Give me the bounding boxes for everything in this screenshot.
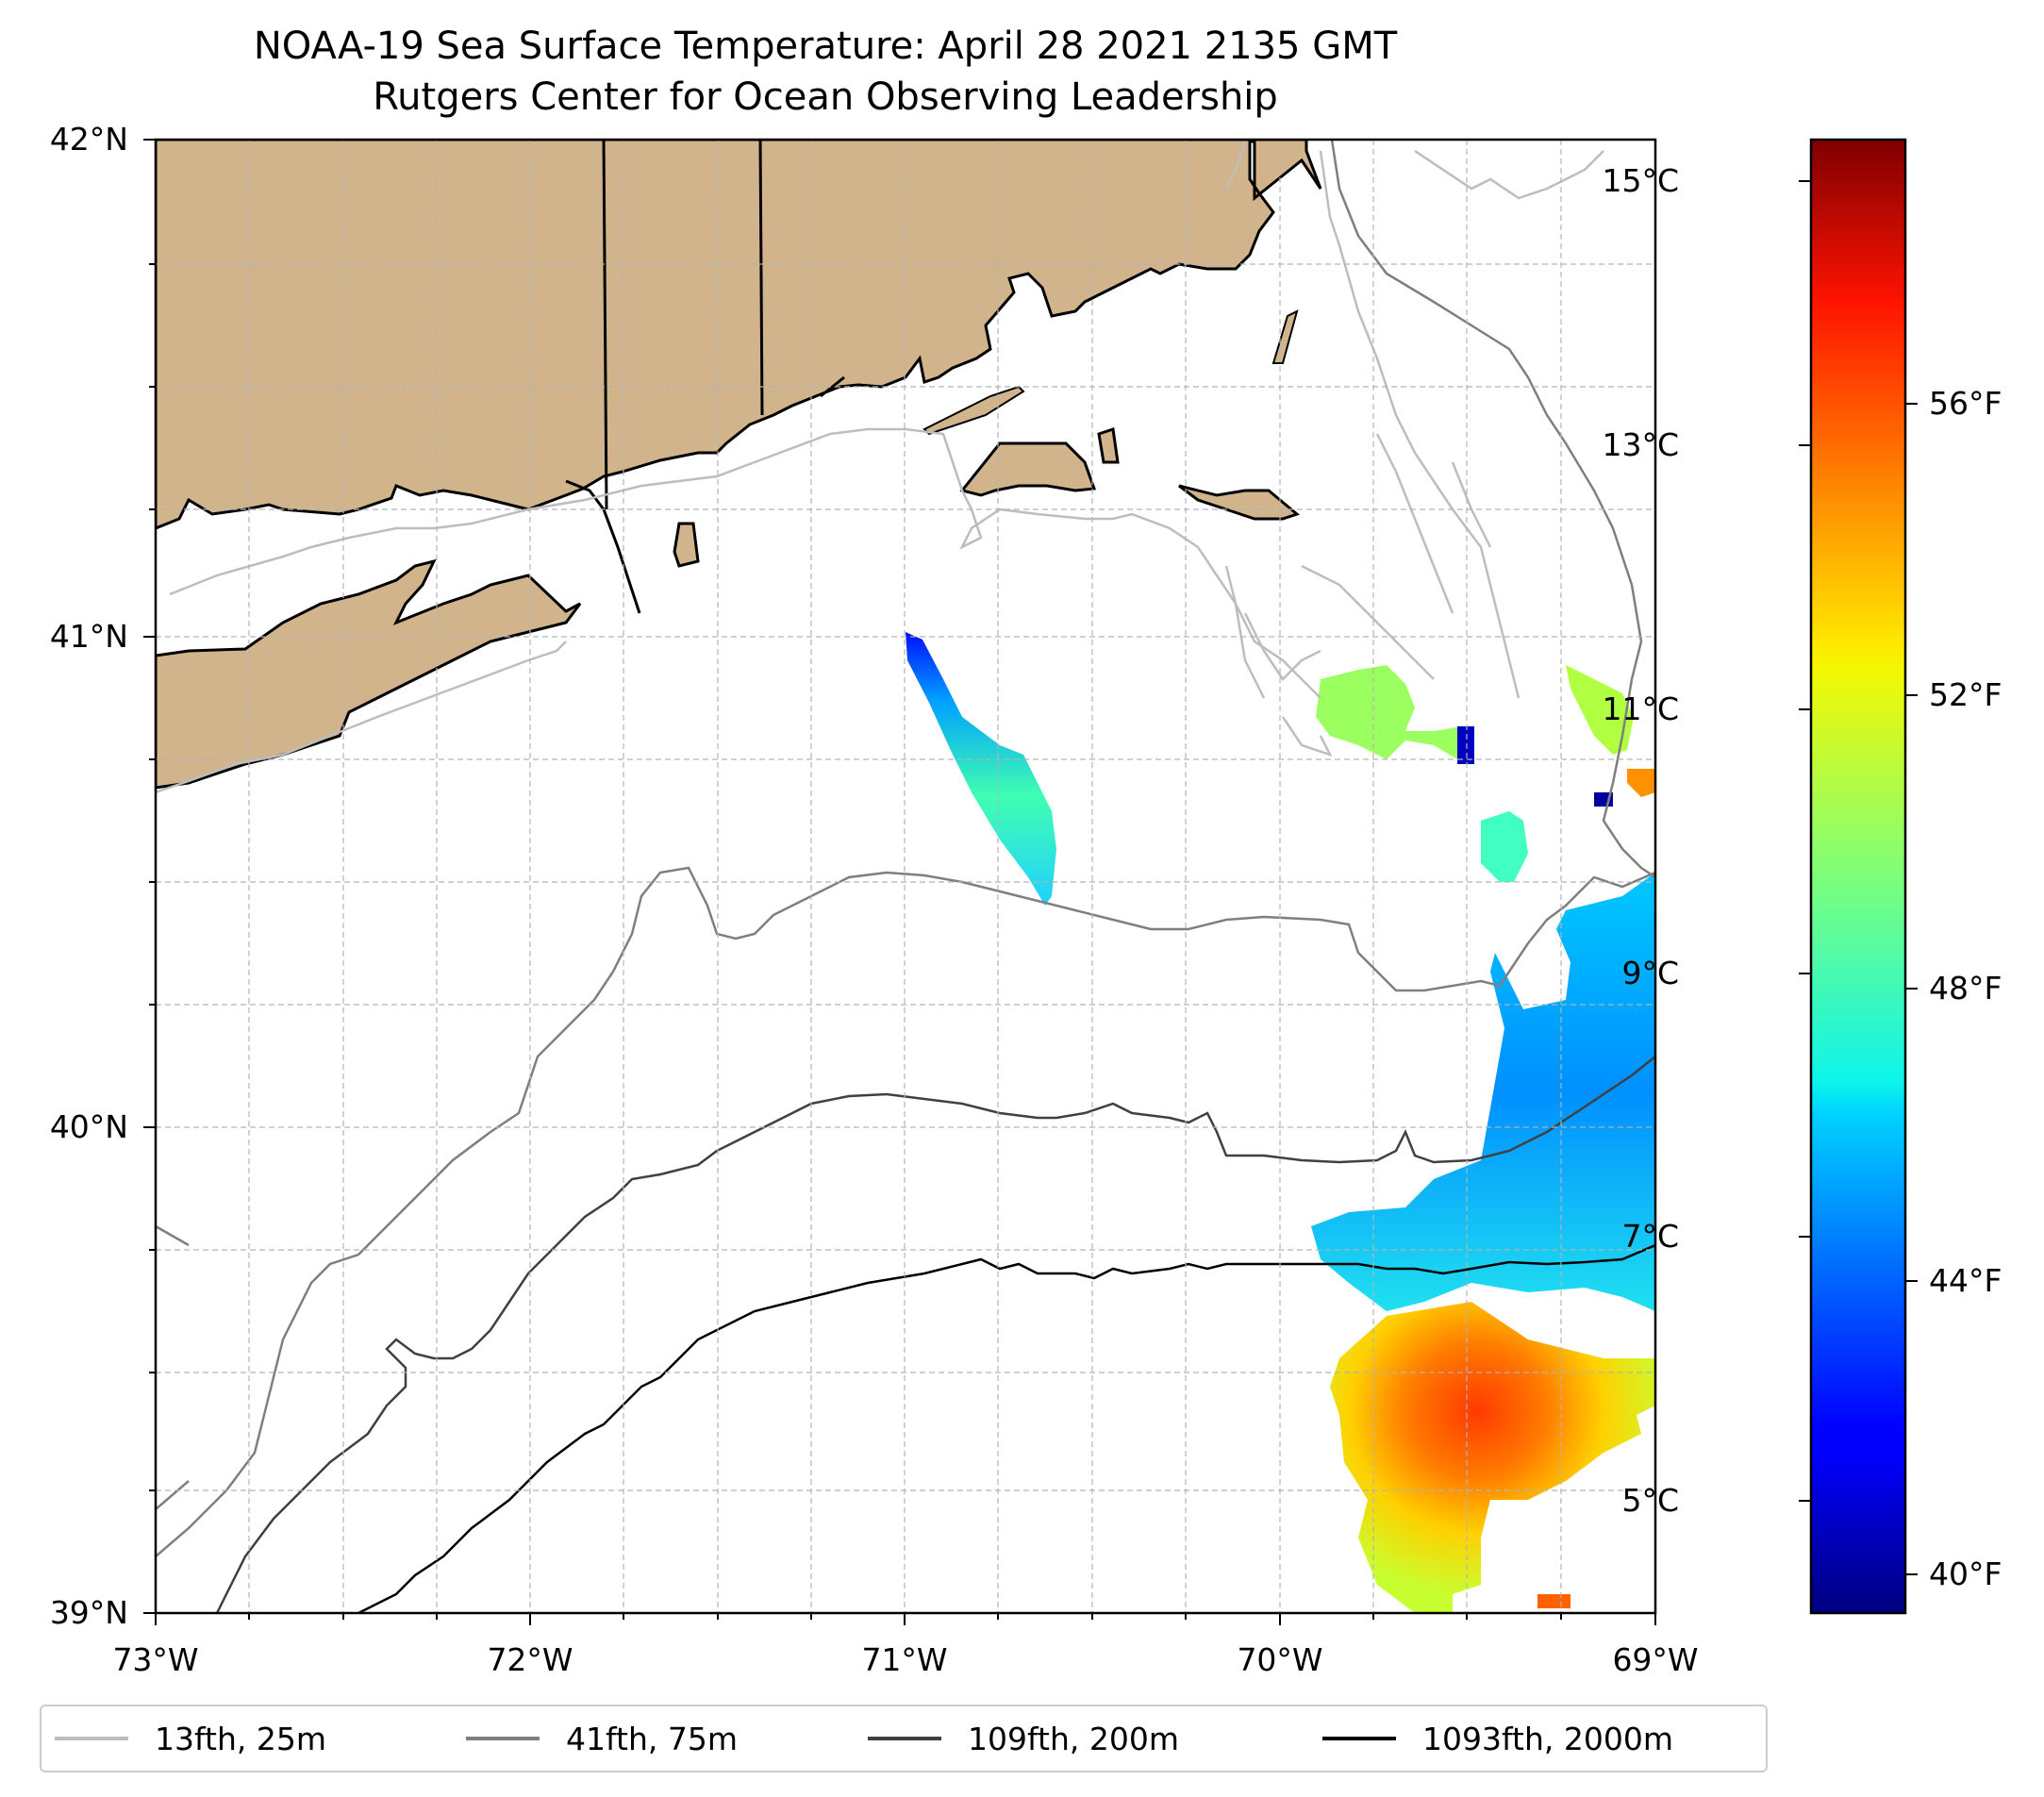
land xyxy=(156,140,1322,790)
legend-label-25m: 13fth, 25m xyxy=(155,1720,326,1757)
land-chappaquiddick xyxy=(1097,427,1120,464)
legend-swatch-2000m xyxy=(1322,1737,1396,1740)
legend-swatch-25m xyxy=(55,1737,128,1740)
map-layers xyxy=(156,140,1655,1613)
legend-item-75m: 41fth, 75m xyxy=(466,1706,738,1771)
colorbar-label-7c: 7°C xyxy=(1621,1218,1679,1255)
colorbar-label-5c: 5°C xyxy=(1621,1482,1679,1519)
legend-label-2000m: 1093fth, 2000m xyxy=(1422,1720,1673,1757)
land-elizabeth-islands xyxy=(922,385,1025,436)
map-ticks xyxy=(143,139,1656,1625)
sst-patch-small-2 xyxy=(1566,665,1634,755)
legend-label-200m: 109fth, 200m xyxy=(968,1720,1179,1757)
sst-patch-small-1 xyxy=(1481,811,1528,882)
lon-label-73: 73°W xyxy=(112,1641,199,1678)
state-borders xyxy=(565,140,845,614)
bathy-75m xyxy=(156,140,1655,1557)
map-subtitle: Rutgers Center for Ocean Observing Leade… xyxy=(373,75,1278,119)
lat-label-41: 41°N xyxy=(49,618,128,655)
colorbar-ticks xyxy=(1799,180,1918,1575)
legend-swatch-75m xyxy=(466,1737,540,1740)
sst-data xyxy=(906,632,1655,1613)
land-monomoy xyxy=(1271,309,1299,364)
colorbar-label-13c: 13°C xyxy=(1602,426,1679,463)
sst-patch-small-3 xyxy=(1627,769,1655,797)
land-new-england xyxy=(156,140,1322,530)
land-long-island xyxy=(156,558,582,790)
lon-label-71: 71°W xyxy=(861,1641,948,1678)
map-title: NOAA-19 Sea Surface Temperature: April 2… xyxy=(253,25,1398,68)
legend-item-2000m: 1093fth, 2000m xyxy=(1322,1706,1673,1771)
legend-item-25m: 13fth, 25m xyxy=(55,1706,326,1771)
legend-swatch-200m xyxy=(868,1737,941,1740)
colorbar-label-48f: 48°F xyxy=(1929,970,2002,1007)
colorbar-label-11c: 11°C xyxy=(1602,691,1679,727)
lon-label-70: 70°W xyxy=(1237,1641,1323,1678)
sst-patch-eastern-cool xyxy=(1311,873,1655,1311)
gridlines xyxy=(156,140,1655,1613)
bathy-25m xyxy=(156,141,1604,794)
legend-item-200m: 109fth, 200m xyxy=(868,1706,1179,1771)
sst-patch-south-warm xyxy=(1330,1302,1655,1613)
colorbar-label-9c: 9°C xyxy=(1621,955,1679,991)
lat-label-39: 39°N xyxy=(49,1594,128,1631)
lon-label-69: 69°W xyxy=(1612,1641,1699,1678)
bathy-2000m xyxy=(357,1243,1655,1613)
colorbar-label-56f: 56°F xyxy=(1929,385,2002,422)
colorbar-label-40f: 40°F xyxy=(1929,1556,2002,1592)
lat-label-42: 42°N xyxy=(49,121,128,158)
sst-patch-shoals-edge xyxy=(1457,726,1474,764)
sst-patch-filament xyxy=(906,632,1056,906)
isobath-legend: 13fth, 25m 41fth, 75m 109fth, 200m 1093f… xyxy=(40,1705,1768,1772)
colorbar-label-52f: 52°F xyxy=(1929,676,2002,713)
sst-patch-shoals xyxy=(1316,665,1471,759)
legend-label-75m: 41fth, 75m xyxy=(566,1720,738,1757)
lat-label-40: 40°N xyxy=(49,1108,128,1145)
land-martha-vineyard xyxy=(959,441,1097,497)
colorbar-label-15c: 15°C xyxy=(1602,162,1679,199)
land-block-island xyxy=(673,522,700,568)
colorbar xyxy=(1809,138,1907,1615)
colorbar-label-44f: 44°F xyxy=(1929,1262,2002,1299)
lon-label-72: 72°W xyxy=(487,1641,573,1678)
sst-patch-small-5 xyxy=(1537,1594,1570,1608)
land-nantucket xyxy=(1178,484,1301,521)
